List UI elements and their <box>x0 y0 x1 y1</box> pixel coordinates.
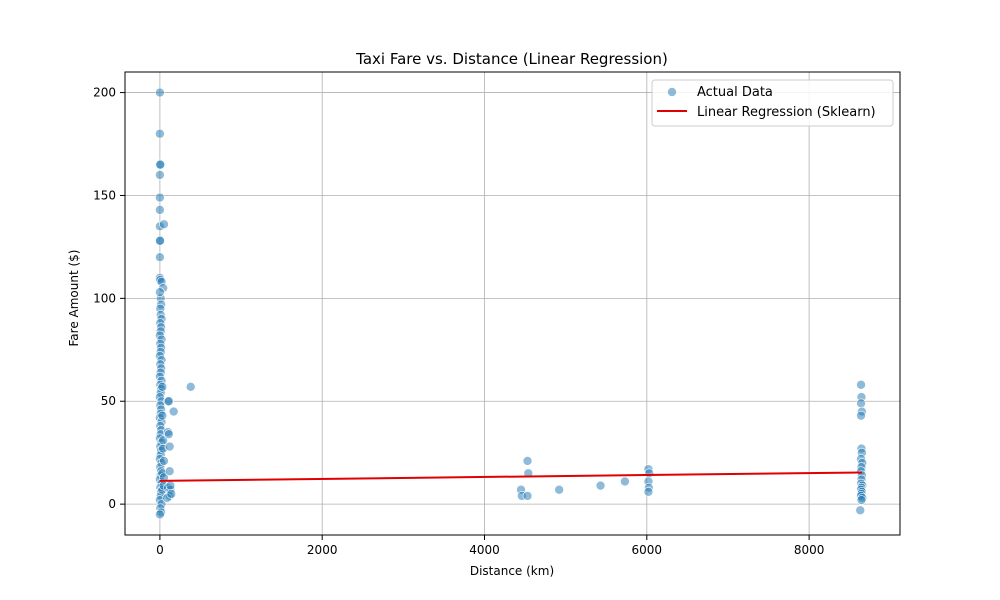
data-point <box>155 192 165 203</box>
data-point <box>168 406 179 417</box>
x-tick-label: 0 <box>156 543 164 557</box>
y-tick-label: 0 <box>108 497 116 511</box>
scatter-points <box>155 87 868 520</box>
data-point <box>164 466 175 477</box>
y-axis-label: Fare Amount ($) <box>67 250 81 347</box>
data-point <box>595 480 606 491</box>
legend-label-regression: Linear Regression (Sklearn) <box>697 105 876 120</box>
y-tick-label: 200 <box>93 86 116 100</box>
data-point <box>856 398 866 409</box>
x-tick-label: 2000 <box>307 543 338 557</box>
regression-line-group <box>159 471 862 482</box>
data-point <box>155 128 165 139</box>
y-tick-label: 100 <box>93 291 116 305</box>
y-tick-label: 50 <box>101 394 116 408</box>
data-point <box>856 379 866 390</box>
x-axis-ticks: 0 2000 4000 6000 8000 <box>156 535 824 557</box>
data-point <box>155 252 165 263</box>
chart-title: Taxi Fare vs. Distance (Linear Regressio… <box>355 50 668 68</box>
x-tick-label: 4000 <box>469 543 500 557</box>
y-tick-label: 150 <box>93 188 116 202</box>
y-axis-ticks: 0 50 100 150 200 <box>93 86 125 511</box>
data-point <box>855 505 866 516</box>
data-point <box>522 491 533 501</box>
data-point <box>644 468 655 479</box>
data-point <box>185 382 196 392</box>
data-point <box>155 509 165 520</box>
data-point <box>643 486 654 497</box>
data-point <box>164 429 174 439</box>
data-point <box>554 484 564 495</box>
data-point <box>164 441 175 452</box>
data-point <box>620 476 630 487</box>
data-point <box>155 287 165 297</box>
regression-line <box>159 471 862 482</box>
data-point <box>155 235 165 246</box>
data-point <box>522 456 533 466</box>
data-point <box>164 396 174 407</box>
data-point <box>155 159 166 170</box>
legend-label-actual: Actual Data <box>697 85 773 100</box>
x-tick-label: 8000 <box>794 543 825 557</box>
data-point <box>155 170 165 180</box>
data-point <box>155 87 165 98</box>
x-axis-label: Distance (km) <box>470 564 554 578</box>
data-point <box>157 410 168 421</box>
legend-box <box>651 79 894 127</box>
data-point <box>166 489 177 499</box>
data-point <box>159 456 169 466</box>
plot-frame <box>124 71 901 536</box>
data-point <box>155 205 165 215</box>
data-point <box>159 219 169 230</box>
legend: Actual Data Linear Regression (Sklearn) <box>651 79 894 127</box>
x-tick-label: 6000 <box>632 543 663 557</box>
data-point <box>856 495 867 505</box>
data-point <box>856 410 866 421</box>
legend-scatter-marker <box>667 87 677 97</box>
data-point <box>165 480 176 491</box>
data-point <box>157 382 168 392</box>
